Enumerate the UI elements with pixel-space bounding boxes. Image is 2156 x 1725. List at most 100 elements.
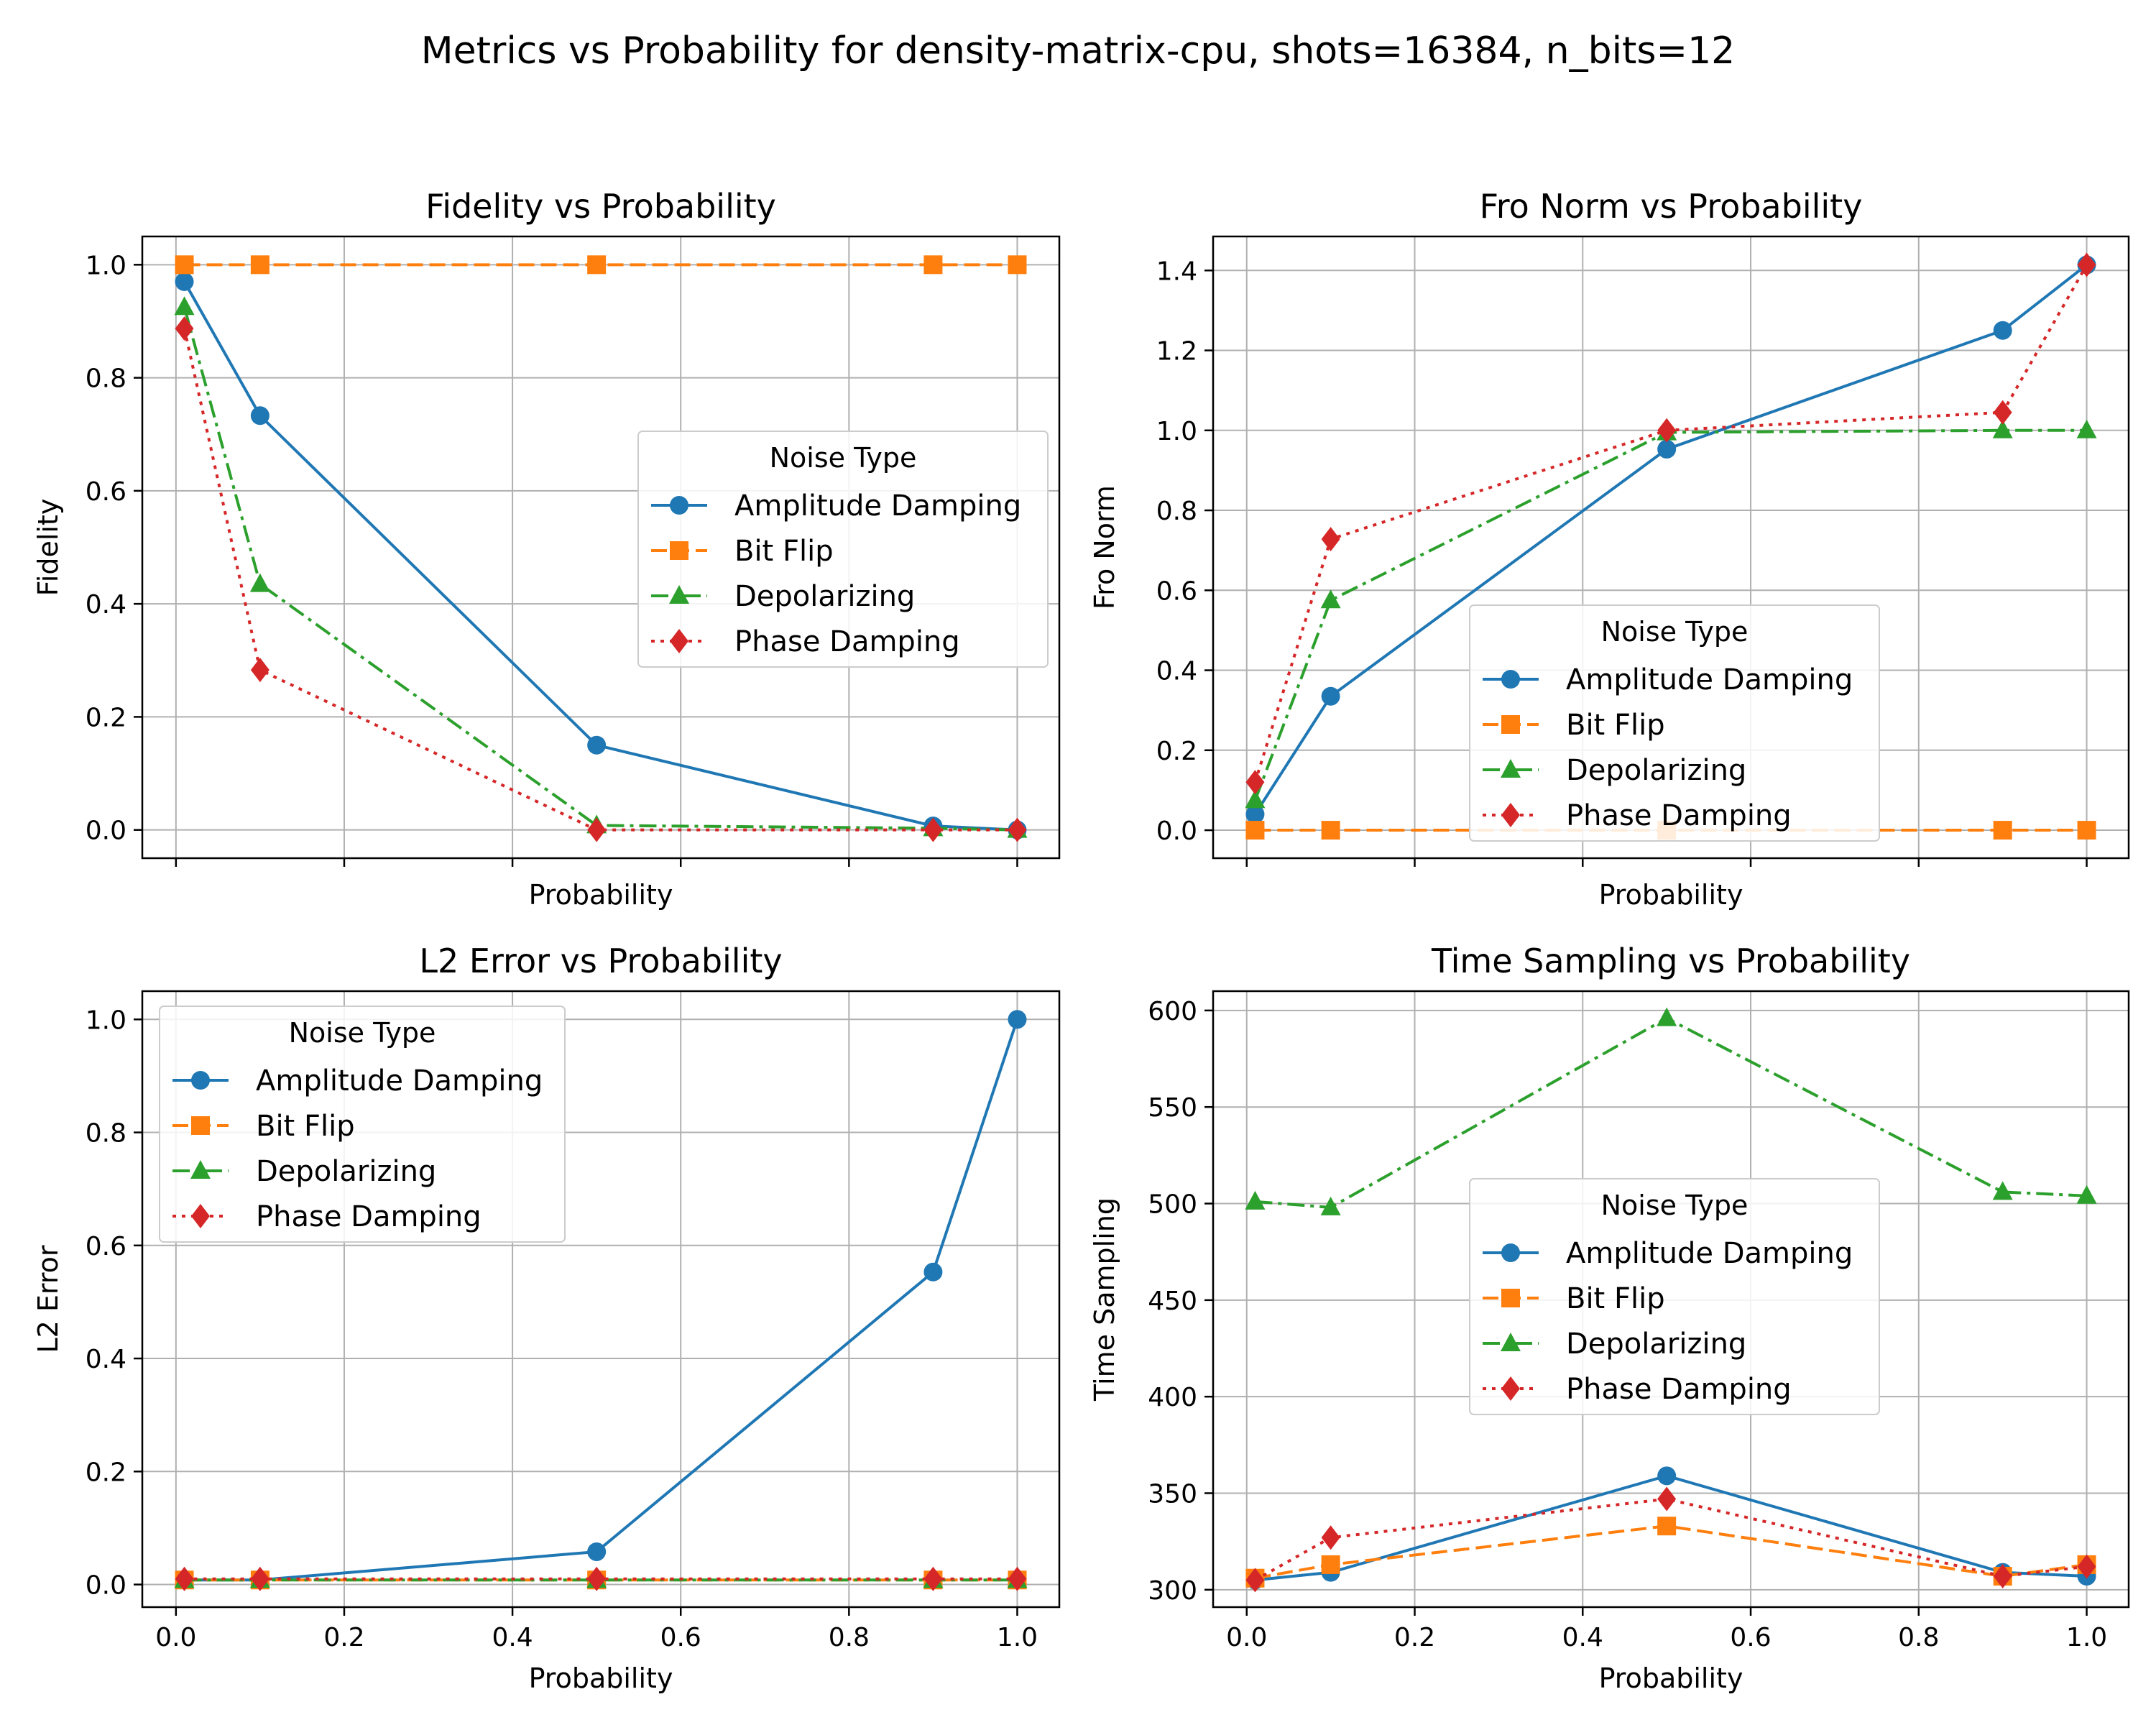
data-point-bit-flip [1657, 1517, 1677, 1536]
legend: Noise Type Amplitude Damping Bit Flip Depol… [1469, 604, 1880, 842]
data-point-depolarizing [1245, 1190, 1266, 1210]
data-point-amplitude-damping [587, 1542, 607, 1561]
data-point-depolarizing [1245, 789, 1266, 809]
legend-item-amplitude-damping: Amplitude Damping [1483, 663, 1853, 696]
legend-item-bit-flip: Bit Flip [172, 1110, 355, 1143]
data-point-bit-flip [175, 255, 194, 275]
y-tick-label: 0.4 [86, 1345, 126, 1374]
y-tick-label: 0.2 [86, 703, 126, 732]
data-point-bit-flip [1245, 821, 1265, 840]
y-tick-label: 1.0 [1156, 417, 1197, 446]
legend-swatch-marker [191, 1204, 210, 1228]
y-tick-label: 300 [1148, 1576, 1197, 1606]
y-tick-label: 0.4 [1156, 657, 1197, 686]
legend-item-amplitude-damping: Amplitude Damping [651, 489, 1021, 523]
y-tick-label: 0.8 [86, 364, 126, 394]
panel-1: Fidelity vs Probability 0.0 0.2 0.4 0.6 0.8 1.… [32, 187, 1061, 911]
data-point-phase-damping [923, 817, 943, 842]
legend-label: Amplitude Damping [734, 489, 1021, 523]
data-point-phase-damping [1993, 400, 2012, 425]
legend-item-depolarizing: Depolarizing [1483, 1328, 1746, 1361]
legend-swatch-marker [669, 585, 689, 604]
legend-item-bit-flip: Bit Flip [1483, 709, 1665, 742]
y-tick-label: 0.0 [86, 1571, 126, 1601]
data-point-phase-damping [1245, 770, 1265, 795]
data-point-depolarizing [1320, 1196, 1341, 1215]
legend-swatch-marker [1501, 1333, 1521, 1351]
legend-label: Bit Flip [1566, 1282, 1665, 1315]
x-tick-label: 0.8 [1898, 1623, 1939, 1652]
panel-3: L2 Error vs Probability 0.0 0.2 0.4 0.6 0.8 1.… [32, 942, 1061, 1694]
legend-swatch-marker [1501, 759, 1521, 778]
data-point-phase-damping [1993, 1564, 2012, 1589]
series-amplitude-damping [1245, 255, 2096, 824]
y-tick-label: 0.0 [86, 816, 126, 846]
data-point-phase-damping [1245, 1568, 1265, 1593]
data-point-phase-damping [1008, 817, 1027, 842]
data-point-bit-flip [250, 255, 270, 275]
data-point-amplitude-damping [1008, 1010, 1027, 1029]
x-axis-label: Probability [529, 1662, 673, 1694]
series-depolarizing [1245, 1007, 2097, 1215]
x-tick-label: 0.6 [660, 1623, 701, 1652]
data-point-depolarizing [1992, 419, 2013, 438]
x-tick-label: 0.2 [323, 1623, 364, 1652]
data-point-depolarizing [1992, 1181, 2013, 1200]
y-tick-label: 0.6 [86, 477, 126, 507]
data-point-bit-flip [2077, 821, 2096, 840]
legend-item-phase-damping: Phase Damping [172, 1200, 482, 1233]
legend-swatch-marker [1501, 1243, 1520, 1262]
legend-box [1469, 604, 1880, 842]
legend-swatch-marker [1501, 715, 1520, 734]
legend-item-amplitude-damping: Amplitude Damping [172, 1064, 543, 1098]
legend-swatch-marker [670, 496, 688, 515]
data-point-phase-damping [2077, 252, 2096, 277]
x-axis-label: Probability [1599, 1662, 1743, 1694]
series-phase-damping [175, 1566, 1027, 1591]
data-point-depolarizing [249, 573, 270, 592]
legend-label: Phase Damping [734, 625, 960, 658]
series-phase-damping [1245, 252, 2096, 795]
data-point-depolarizing [1320, 589, 1341, 609]
data-point-bit-flip [923, 255, 943, 275]
legend-title: Noise Type [289, 1017, 436, 1049]
legend-item-amplitude-damping: Amplitude Damping [1483, 1237, 1853, 1270]
legend-label: Bit Flip [1566, 709, 1665, 742]
data-point-phase-damping [250, 658, 270, 683]
data-point-amplitude-damping [1321, 686, 1340, 706]
legend: Noise Type Amplitude Damping Bit Flip Depol… [637, 431, 1049, 668]
legend-title: Noise Type [1601, 1190, 1749, 1221]
y-tick-label: 0.2 [86, 1458, 126, 1487]
figure-suptitle: Metrics vs Probability for density-matri… [421, 29, 1736, 73]
y-tick-label: 400 [1148, 1383, 1197, 1412]
data-point-amplitude-damping [250, 406, 270, 426]
data-point-bit-flip [1993, 821, 2012, 840]
legend-box [159, 1006, 566, 1243]
legend: Noise Type Amplitude Damping Bit Flip Depol… [1469, 1178, 1880, 1415]
legend-swatch-marker [191, 1116, 210, 1135]
legend-item-phase-damping: Phase Damping [1483, 1373, 1792, 1406]
legend-swatch-marker [670, 541, 688, 560]
x-tick-label: 0.6 [1730, 1623, 1771, 1652]
data-point-amplitude-damping [1993, 321, 2012, 340]
legend-swatch-marker [191, 1071, 210, 1090]
legend-item-bit-flip: Bit Flip [651, 535, 834, 568]
data-point-amplitude-damping [175, 272, 194, 291]
y-tick-label: 0.8 [1156, 497, 1197, 526]
legend-label: Amplitude Damping [1566, 663, 1853, 696]
data-point-amplitude-damping [1657, 1466, 1677, 1486]
data-point-phase-damping [1657, 418, 1677, 443]
x-axis-label: Probability [1599, 879, 1743, 911]
x-axis-label: Probability [529, 879, 673, 911]
y-tick-label: 1.4 [1156, 257, 1197, 286]
legend-item-phase-damping: Phase Damping [1483, 799, 1792, 832]
panel-title: Time Sampling vs Probability [1431, 942, 1910, 980]
legend-item-depolarizing: Depolarizing [651, 580, 915, 613]
legend-item-bit-flip: Bit Flip [1483, 1282, 1665, 1315]
legend-swatch-marker [1501, 1376, 1520, 1401]
x-tick-label: 0.2 [1394, 1623, 1435, 1652]
legend-title: Noise Type [1601, 616, 1749, 648]
y-axis-label: Time Sampling [1089, 1197, 1120, 1402]
y-tick-label: 1.0 [86, 251, 126, 280]
